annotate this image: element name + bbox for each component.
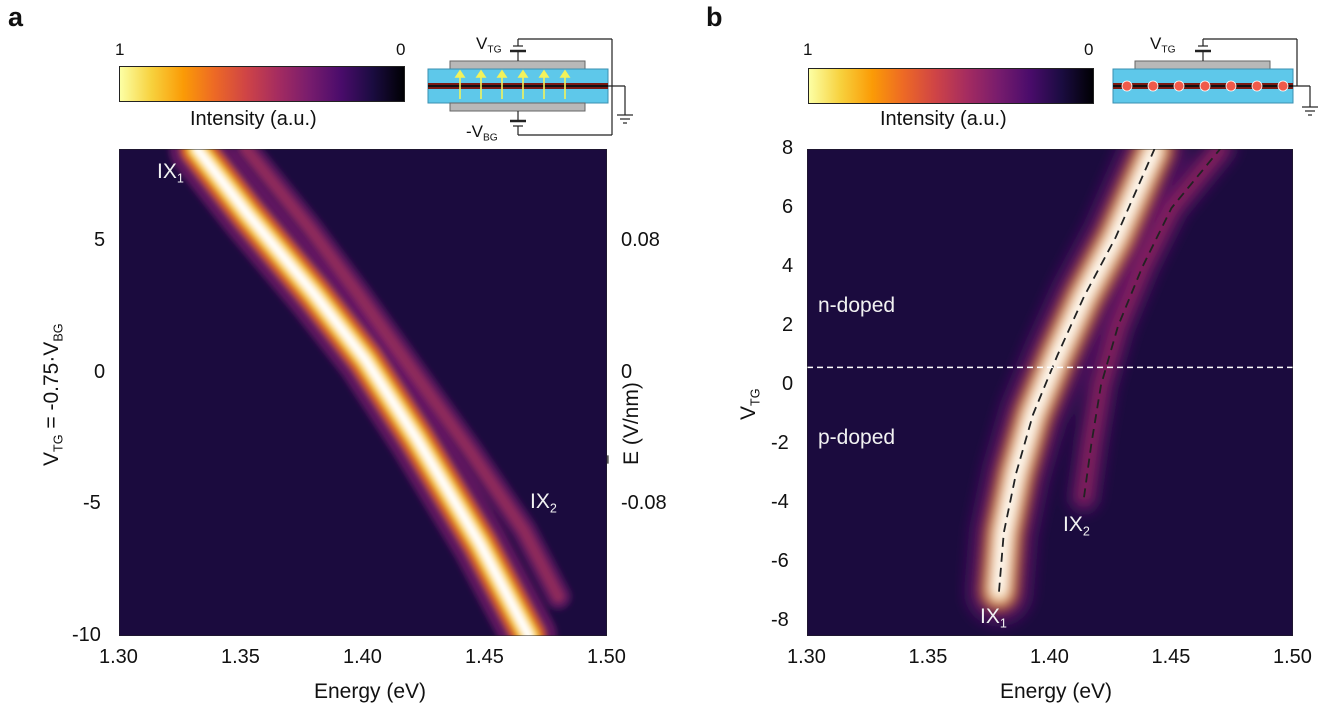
x-tick-label: 1.50 [1273, 646, 1312, 668]
panel-letter-a: a [8, 2, 24, 32]
annotation-b-ix1: IX1 [980, 605, 1007, 631]
x-tick-label: 1.35 [221, 646, 260, 668]
y-tick-label: 2 [782, 314, 794, 337]
colorbar-b-min-label: 0 [1084, 40, 1094, 59]
annotation-b-n-doped: n-doped [818, 294, 896, 317]
heatmap-plot-b [807, 149, 1293, 636]
colorbar-a [119, 66, 405, 102]
annotation-a-ix1: IX1 [157, 160, 184, 186]
y-tick-label: -4 [771, 491, 789, 514]
right-y-tick-label: -0.08 [621, 492, 667, 515]
x-tick-label: 1.40 [343, 646, 382, 668]
y-tick-label: -5 [83, 492, 101, 515]
y-tick-label: 0 [782, 373, 794, 396]
y-tick-label: 4 [782, 255, 794, 278]
colorbar-b-label: Intensity (a.u.) [880, 108, 1007, 130]
colorbar-b-max-label: 1 [803, 40, 813, 59]
fit-line-ix2 [1083, 149, 1221, 498]
emission-band-ix2 [239, 149, 565, 603]
fit-line-ix1 [998, 149, 1156, 592]
heatmap-a-right-ylabel: ‾ E (V/nm) [606, 382, 643, 465]
y-tick-label: -10 [72, 624, 101, 646]
schematic-a-bottom-gate-label: -VBG [466, 122, 498, 144]
heatmap-b-fit-lines [998, 149, 1221, 592]
emission-band-ix1 [192, 149, 534, 636]
colorbar-a-max-label: 1 [115, 40, 125, 59]
heatmap-a-intensity [169, 149, 572, 636]
device-schematic-b-body [1112, 38, 1318, 116]
device-schematic-a [427, 38, 633, 136]
x-tick-label: 1.45 [1151, 646, 1191, 668]
y-tick-label: -2 [771, 432, 789, 455]
annotation-a-ix2: IX2 [530, 490, 557, 516]
y-tick-label: -8 [771, 609, 789, 632]
y-tick-label: 8 [782, 137, 794, 159]
heatmap-a-xlabel: Energy (eV) [314, 680, 427, 703]
x-tick-label: 1.30 [787, 646, 826, 668]
schematic-b-top-gate-label: VTG [1150, 34, 1176, 56]
right-y-tick-label: 0.08 [621, 229, 660, 252]
panel-letter-b: b [706, 2, 723, 32]
annotation-b-p-doped: p-doped [818, 426, 896, 449]
right-y-tick-label: 0 [621, 360, 633, 383]
x-tick-label: 1.40 [1030, 646, 1069, 668]
heatmap-a-ylabel: VTG = -0.75·VBG [40, 323, 66, 466]
device-schematic-b [1112, 38, 1318, 116]
x-tick-label: 1.30 [99, 646, 138, 668]
colorbar-b [808, 68, 1094, 104]
y-tick-label: 5 [94, 229, 106, 252]
colorbar-a-min-label: 0 [396, 40, 406, 59]
heatmap-b-xlabel: Energy (eV) [1000, 680, 1113, 703]
y-tick-label: 6 [782, 196, 794, 219]
heatmap-plot-a [119, 149, 607, 636]
field-arrows-a [454, 69, 571, 99]
x-tick-label: 1.50 [587, 646, 626, 668]
annotation-b-ix2: IX2 [1063, 513, 1090, 539]
y-tick-label: 0 [94, 360, 106, 383]
carriers-b [1121, 80, 1289, 92]
colorbar-a-label: Intensity (a.u.) [190, 108, 317, 130]
device-schematic-a-body [427, 38, 633, 136]
schematic-a-top-gate-label: VTG [476, 34, 502, 56]
y-tick-label: -6 [771, 550, 789, 573]
heatmap-b-ylabel: VTG [737, 388, 763, 420]
x-tick-label: 1.35 [908, 646, 948, 668]
x-tick-label: 1.45 [465, 646, 504, 668]
